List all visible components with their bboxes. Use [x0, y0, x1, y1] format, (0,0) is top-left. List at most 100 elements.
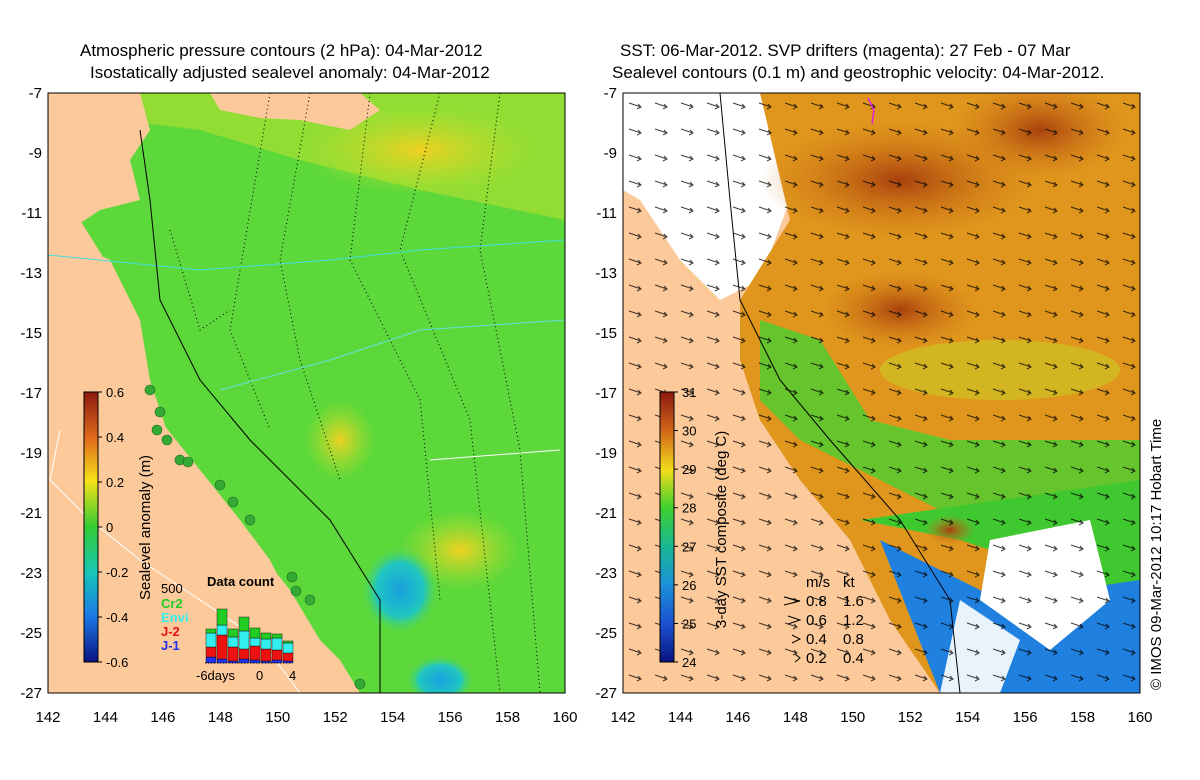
geostrophic-velocity-arrows: [623, 93, 1140, 693]
velocity-ms-value: 0.4: [806, 631, 827, 648]
y-tick-label: -23: [20, 565, 42, 582]
colorbar-tick-label: -0.6: [106, 655, 128, 670]
velocity-ms-value: 0.8: [806, 593, 827, 610]
left-title-line2: Isostatically adjusted sealevel anomaly:…: [90, 63, 490, 82]
y-tick-label: -27: [20, 685, 42, 702]
x-tick-label: 148: [783, 709, 808, 726]
velocity-arrow-icon: [783, 596, 801, 606]
dc-xlabel-zero: 0: [256, 668, 263, 683]
y-tick-label: -7: [29, 85, 42, 102]
sla-colorbar-label: Sealevel anomaly (m): [137, 455, 154, 600]
data-count-legend-item: J-2: [161, 624, 180, 639]
colorbar-tick-label: 30: [682, 424, 696, 439]
x-tick-label: 150: [265, 709, 290, 726]
y-tick-label: -15: [20, 325, 42, 342]
left-map: [48, 93, 565, 693]
y-tick-label: -19: [595, 445, 617, 462]
velocity-arrow-icon: [787, 615, 802, 625]
x-tick-label: 156: [1013, 709, 1038, 726]
velocity-unit-ms: m/s: [806, 574, 830, 591]
x-tick-label: 142: [610, 709, 635, 726]
data-count-legend-item: J-1: [161, 638, 180, 653]
data-count-title: Data count: [207, 574, 275, 589]
data-count-max: 500: [161, 581, 183, 596]
data-count-legend-item: Cr2: [161, 596, 183, 611]
velocity-kt-value: 1.2: [843, 612, 864, 629]
sla-colorbar: 0.6 0.4 0.2 0 -0.2 -0.4 -0.6 Sealevel anomaly …: [83, 385, 154, 670]
x-tick-label: 144: [668, 709, 693, 726]
y-tick-label: -27: [595, 685, 617, 702]
colorbar-tick-label: 28: [682, 501, 696, 516]
x-tick-label: 154: [380, 709, 405, 726]
y-tick-label: -9: [29, 145, 42, 162]
y-tick-label: -21: [595, 505, 617, 522]
y-tick-label: -11: [21, 205, 42, 222]
dc-xlabel-end: 4: [289, 668, 296, 683]
x-tick-label: 154: [955, 709, 980, 726]
x-tick-label: 148: [208, 709, 233, 726]
coastal-stations: [144, 384, 366, 690]
colorbar-tick-label: 31: [682, 385, 696, 400]
x-tick-label: 150: [840, 709, 865, 726]
x-tick-label: 158: [495, 709, 520, 726]
velocity-ms-value: 0.6: [806, 612, 827, 629]
y-tick-label: -9: [604, 145, 617, 162]
y-tick-label: -25: [20, 625, 42, 642]
y-tick-label: -21: [20, 505, 42, 522]
y-tick-label: -7: [604, 85, 617, 102]
colorbar-tick-label: -0.2: [106, 565, 128, 580]
sst-colorbar-label: 3-day SST composite (deg C): [713, 431, 730, 628]
colorbar-tick-label: 25: [682, 616, 696, 631]
x-tick-label: 152: [323, 709, 348, 726]
y-tick-label: -15: [595, 325, 617, 342]
left-title-line1: Atmospheric pressure contours (2 hPa): 0…: [80, 41, 483, 60]
right-map: [623, 93, 1140, 693]
colorbar-tick-label: 0.2: [106, 475, 124, 490]
x-tick-label: 156: [438, 709, 463, 726]
svp-drifter-track: [867, 97, 875, 125]
velocity-arrow-icon: [794, 653, 801, 663]
velocity-kt-value: 0.8: [843, 631, 864, 648]
velocity-arrow-icon: [791, 634, 802, 644]
colorbar-tick-label: 0.6: [106, 385, 124, 400]
x-tick-label: 152: [898, 709, 923, 726]
pressure-contours: [169, 93, 541, 693]
x-tick-label: 160: [552, 709, 577, 726]
x-tick-label: 158: [1070, 709, 1095, 726]
velocity-ms-value: 0.2: [806, 650, 827, 667]
x-tick-label: 144: [93, 709, 118, 726]
x-tick-label: 142: [35, 709, 60, 726]
y-tick-label: -11: [596, 205, 617, 222]
colorbar-tick-label: 29: [682, 462, 696, 477]
x-tick-label: 146: [150, 709, 175, 726]
y-tick-label: -17: [595, 385, 617, 402]
x-tick-label: 160: [1127, 709, 1152, 726]
y-tick-label: -13: [595, 265, 617, 282]
right-title-line1: SST: 06-Mar-2012. SVP drifters (magenta)…: [620, 41, 1071, 60]
y-tick-label: -23: [595, 565, 617, 582]
colorbar-tick-label: 0.4: [106, 430, 124, 445]
x-tick-label: 146: [725, 709, 750, 726]
y-tick-label: -25: [595, 625, 617, 642]
data-count-legend-item: Envi: [161, 610, 188, 625]
credit-text: © IMOS 09-Mar-2012 10:17 Hobart Time: [1148, 418, 1165, 690]
velocity-unit-kt: kt: [843, 574, 856, 591]
colorbar-tick-label: -0.4: [106, 610, 128, 625]
colorbar-tick-label: 26: [682, 578, 696, 593]
colorbar-tick-label: 24: [682, 655, 696, 670]
dc-xlabel-start: -6days: [196, 668, 236, 683]
y-tick-label: -19: [20, 445, 42, 462]
sst-colorbar: 31 30 29 28 27 26 25 24 3-day SST composite (de…: [659, 385, 730, 670]
colorbar-tick-label: 27: [682, 539, 696, 554]
right-title-line2: Sealevel contours (0.1 m) and geostrophi…: [612, 63, 1105, 82]
velocity-kt-value: 1.6: [843, 593, 864, 610]
y-tick-label: -13: [20, 265, 42, 282]
velocity-kt-value: 0.4: [843, 650, 864, 667]
axis-labels: 142 144 146 148 150 152 154 156 158 160 -7 -9 -11 -13…: [20, 85, 1152, 726]
colorbar-tick-label: 0: [106, 520, 113, 535]
velocity-legend: m/s kt 0.8 1.6 0.6 1.2 0.4 0.8 0.2 0.4: [783, 574, 864, 667]
australia-coast: [48, 230, 345, 693]
y-tick-label: -17: [20, 385, 42, 402]
